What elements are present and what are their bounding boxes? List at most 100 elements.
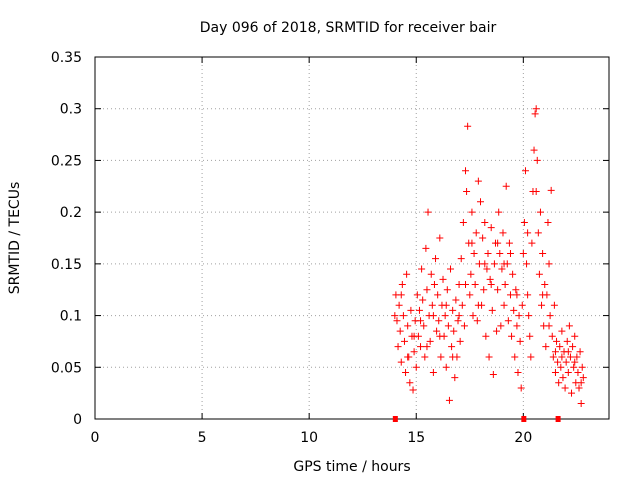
data-point xyxy=(398,281,406,289)
data-point xyxy=(500,260,508,268)
data-point xyxy=(577,399,585,407)
data-point xyxy=(562,358,570,366)
data-point xyxy=(403,270,411,278)
data-point xyxy=(460,322,468,330)
data-point xyxy=(571,332,579,340)
data-point xyxy=(554,358,562,366)
chart-title: Day 096 of 2018, SRMTID for receiver bai… xyxy=(200,20,497,36)
data-point xyxy=(418,265,426,273)
data-point xyxy=(533,156,541,164)
axis-marker xyxy=(521,416,527,422)
data-point xyxy=(393,317,401,325)
data-point xyxy=(498,265,506,273)
data-point xyxy=(487,281,495,289)
data-point xyxy=(520,218,528,226)
data-point xyxy=(481,218,489,226)
x-tick-label: 0 xyxy=(91,430,100,446)
data-point xyxy=(484,250,492,258)
x-axis-label: GPS time / hours xyxy=(293,459,410,475)
grid xyxy=(95,57,609,419)
x-tick-label: 10 xyxy=(300,430,318,446)
data-point xyxy=(538,301,546,309)
data-point xyxy=(517,384,525,392)
data-point xyxy=(558,353,566,361)
data-point xyxy=(469,312,477,320)
data-point xyxy=(444,322,452,330)
data-point xyxy=(472,229,480,237)
data-point xyxy=(495,208,503,216)
data-point xyxy=(420,322,428,330)
data-point xyxy=(548,332,556,340)
data-point xyxy=(410,348,418,356)
data-point xyxy=(486,275,494,283)
data-point xyxy=(442,363,450,371)
data-point xyxy=(535,270,543,278)
data-point xyxy=(437,353,445,361)
data-point xyxy=(455,312,463,320)
data-point xyxy=(539,291,547,299)
data-point xyxy=(402,368,410,376)
data-point xyxy=(462,167,470,175)
data-point xyxy=(504,317,512,325)
data-point xyxy=(459,218,467,226)
y-tick-label: 0.2 xyxy=(60,205,82,221)
data-point xyxy=(516,337,524,345)
data-point xyxy=(513,322,521,330)
data-point xyxy=(489,371,497,379)
data-point xyxy=(566,353,574,361)
data-point xyxy=(473,317,481,325)
data-point xyxy=(406,379,414,387)
data-point xyxy=(421,353,429,361)
plot-frame xyxy=(94,56,610,420)
y-tick-label: 0 xyxy=(73,412,82,428)
data-point xyxy=(579,374,587,382)
data-point xyxy=(528,239,536,247)
data-point xyxy=(442,301,450,309)
x-tick-label: 20 xyxy=(514,430,532,446)
data-point xyxy=(394,343,402,351)
data-point xyxy=(523,260,531,268)
data-point xyxy=(443,286,451,294)
data-point xyxy=(483,265,491,273)
data-point xyxy=(450,327,458,335)
data-point xyxy=(527,353,535,361)
data-point xyxy=(557,363,565,371)
data-point xyxy=(454,317,462,325)
data-point xyxy=(551,368,559,376)
data-point xyxy=(448,343,456,351)
data-point xyxy=(564,348,572,356)
data-point xyxy=(417,343,425,351)
data-point xyxy=(502,182,510,190)
data-point xyxy=(468,239,476,247)
y-tick-label: 0.3 xyxy=(60,102,82,118)
data-point xyxy=(569,343,577,351)
data-point xyxy=(435,317,443,325)
y-tick-label: 0.1 xyxy=(60,309,82,325)
data-point xyxy=(474,177,482,185)
data-point xyxy=(544,218,552,226)
y-ticks: 0 0.05 0.1 0.15 0.2 0.25 0.3 0.35 xyxy=(51,50,609,428)
data-point xyxy=(550,301,558,309)
data-point xyxy=(575,384,583,392)
y-tick-label: 0.35 xyxy=(51,50,82,66)
y-tick-label: 0.05 xyxy=(51,360,82,376)
data-point xyxy=(412,363,420,371)
data-point xyxy=(449,306,457,314)
data-point xyxy=(559,374,567,382)
data-point xyxy=(485,353,493,361)
data-point xyxy=(531,110,539,118)
data-point xyxy=(571,358,579,366)
data-point xyxy=(467,270,475,278)
data-point xyxy=(439,275,447,283)
data-point xyxy=(457,255,465,263)
data-point xyxy=(574,368,582,376)
data-point xyxy=(570,363,578,371)
data-point xyxy=(515,312,523,320)
data-point xyxy=(558,327,566,335)
data-point xyxy=(546,312,554,320)
data-point xyxy=(511,353,519,361)
data-point xyxy=(524,291,532,299)
data-point xyxy=(561,384,569,392)
data-point xyxy=(397,358,405,366)
